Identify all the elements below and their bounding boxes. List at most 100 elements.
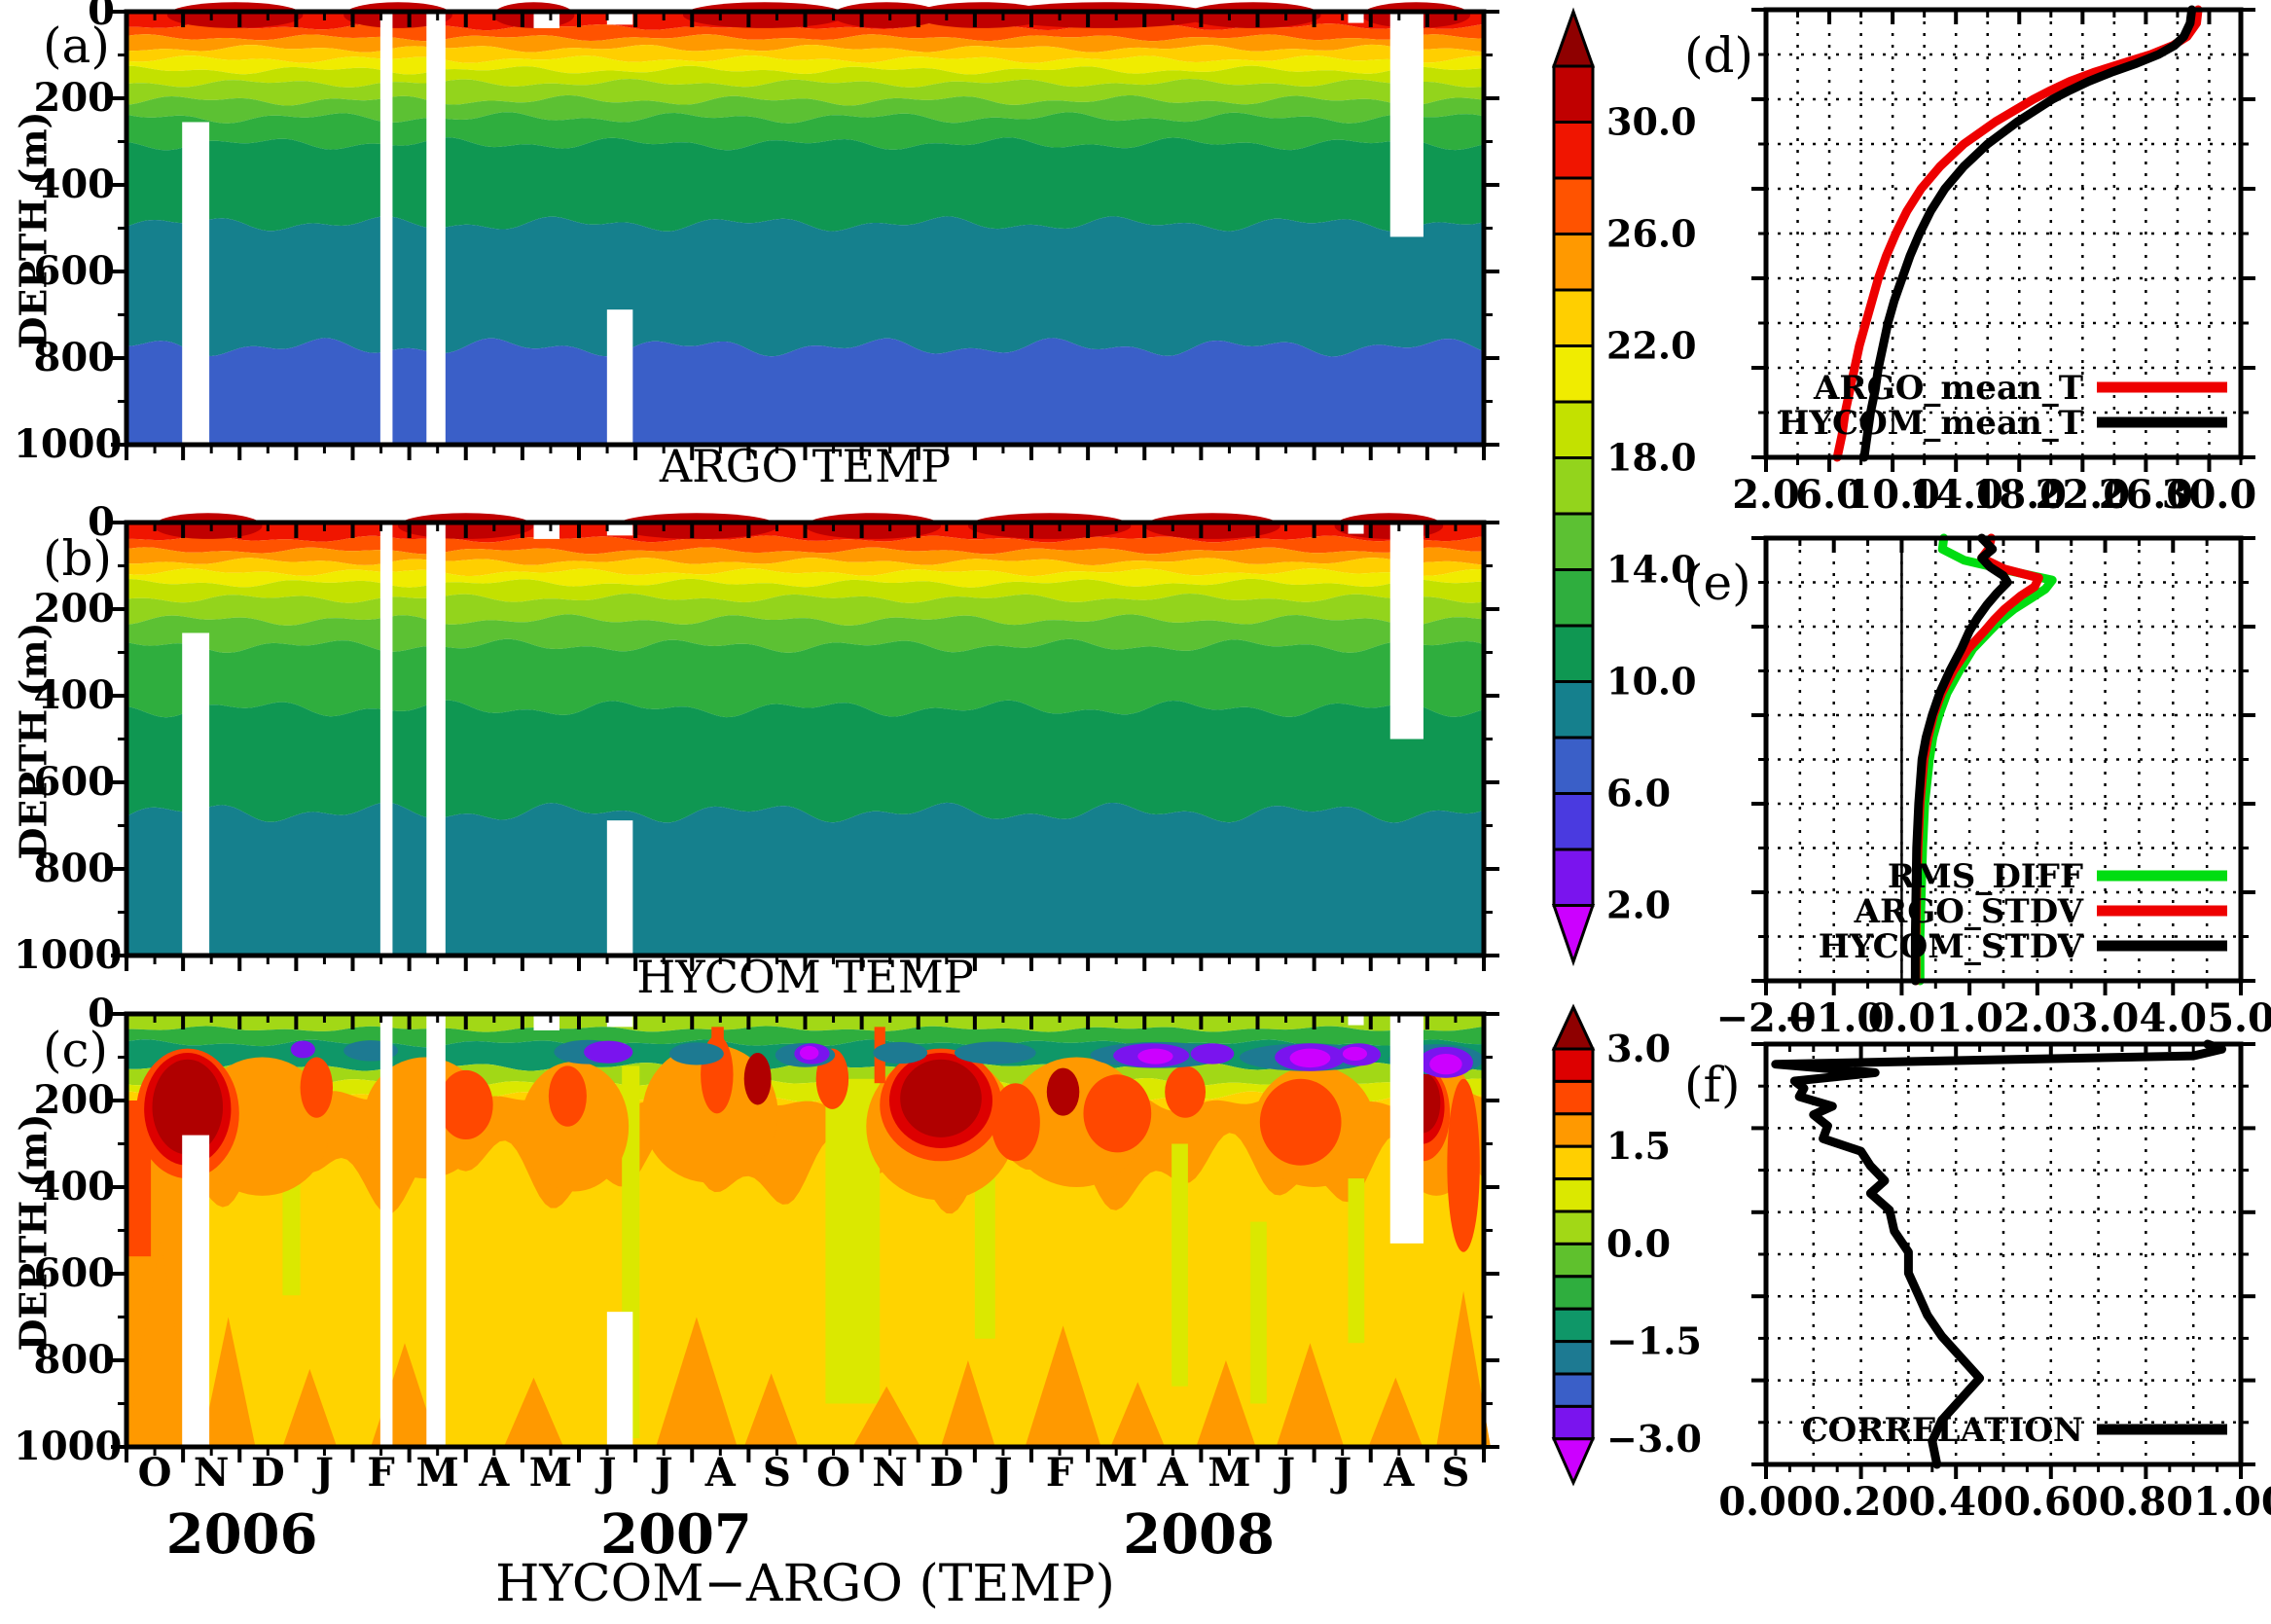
colorbar-difference: 3.0 1.5 0.0 −1.5 −3.0 xyxy=(1551,1003,1702,1487)
x-tick-label: 0.80 xyxy=(2099,1479,2193,1525)
x-tick-label: −2.0 xyxy=(1715,995,1816,1041)
panel-c-letter: (c) xyxy=(43,1022,109,1078)
depth-label-c-800: 800 xyxy=(33,1337,116,1383)
depth-label-a-600: 600 xyxy=(33,248,116,294)
month-label-19: M xyxy=(1208,1450,1251,1496)
contour-c xyxy=(111,1011,1499,1462)
x-tick-label: 0.60 xyxy=(2003,1479,2098,1525)
panel-e-line-plot: −2.0 −1.0 0.0 1.0 2.0 3.0 4.0 5.0 RMS_DIFF ARGO_S… xyxy=(1715,515,2271,1059)
depth-label-c-200: 200 xyxy=(33,1077,116,1123)
temperature-colorbar: 30.0 26.0 22.0 18.0 14.0 10.0 6.0 2.0 xyxy=(1551,7,1739,972)
colorbar-tick-label: 0.0 xyxy=(1606,1221,1671,1265)
panel-a-title: ARGO TEMP xyxy=(659,440,952,492)
colorbar-temperature: 30.0 26.0 22.0 18.0 14.0 10.0 6.0 2.0 xyxy=(1551,7,1697,967)
x-tick-label: 0.00 xyxy=(1718,1479,1813,1525)
colorbar-tick-label: 1.5 xyxy=(1606,1124,1671,1168)
x-tick-label: 1.00 xyxy=(2193,1479,2271,1525)
line-f: 0.000.200.400.600.801.00 CORRELATION xyxy=(1718,1039,2271,1525)
legend-label: HYCOM_STDV xyxy=(1819,927,2084,966)
panel-d-letter: (d) xyxy=(1684,27,1754,84)
difference-colorbar: 3.0 1.5 0.0 −1.5 −3.0 xyxy=(1551,1003,1739,1493)
x-tick-label: 2.0 xyxy=(2003,995,2072,1041)
year-label-2007: 2007 xyxy=(600,1502,752,1567)
panel-f-letter: (f) xyxy=(1684,1057,1741,1113)
month-label-22: A xyxy=(1384,1450,1415,1496)
depth-label-b-0: 0 xyxy=(88,499,115,545)
panel-a-letter: (a) xyxy=(43,18,110,74)
x-tick-label: 10.0 xyxy=(1845,472,1939,518)
month-label-13: N xyxy=(872,1450,908,1496)
depth-axis-label-b: DEPTH (m) xyxy=(11,622,55,860)
month-label-15: J xyxy=(993,1450,1013,1496)
legend-label: ARGO_mean_T xyxy=(1813,369,2083,408)
depth-label-a-800: 800 xyxy=(33,335,116,380)
panel-b-contour-plot xyxy=(103,499,1507,981)
x-tick-label: 0.20 xyxy=(1814,1479,1908,1525)
month-label-0: O xyxy=(137,1450,172,1496)
panel-e-letter: (e) xyxy=(1684,555,1751,611)
contour-b xyxy=(111,513,1499,971)
line-d: 2.06.010.014.018.022.026.030.0 ARGO_mean_… xyxy=(1732,5,2256,518)
depth-label-b-600: 600 xyxy=(33,759,116,805)
year-label-2006: 2006 xyxy=(165,1502,318,1567)
line-e: −2.0−1.00.0 1.0 2.0 3.0 4.0 5.0 RMS_DIFFARGO_S… xyxy=(1715,533,2271,1041)
colorbar-tick-label: 30.0 xyxy=(1606,100,1697,144)
colorbar-tick-label: −1.5 xyxy=(1606,1319,1702,1363)
panel-a-contour-plot xyxy=(103,0,1507,470)
depth-label-a-1000: 1000 xyxy=(14,421,123,467)
colorbar-tick-label: 18.0 xyxy=(1606,436,1697,480)
depth-axis-label-c: DEPTH (m) xyxy=(11,1113,55,1352)
depth-label-b-200: 200 xyxy=(33,586,116,632)
x-tick-label: 6.0 xyxy=(1795,472,1863,518)
legend-label: RMS_DIFF xyxy=(1888,857,2083,896)
month-label-3: J xyxy=(314,1450,334,1496)
month-label-23: S xyxy=(1441,1450,1470,1496)
month-label-5: M xyxy=(415,1450,459,1496)
depth-label-b-800: 800 xyxy=(33,846,116,891)
depth-label-a-400: 400 xyxy=(33,162,116,207)
x-tick-label: 22.0 xyxy=(2036,472,2130,518)
legend-label: ARGO_STDV xyxy=(1854,892,2084,931)
x-tick-label: 18.0 xyxy=(1972,472,2067,518)
legend-label: CORRELATION xyxy=(1802,1411,2083,1450)
colorbar-tick-label: 22.0 xyxy=(1606,324,1697,368)
month-label-12: O xyxy=(816,1450,850,1496)
panel-c-contour-plot xyxy=(103,991,1507,1472)
x-tick-label: 14.0 xyxy=(1908,472,2002,518)
month-label-17: M xyxy=(1095,1450,1138,1496)
x-tick-label: 4.0 xyxy=(2139,995,2207,1041)
panel-b-title: HYCOM TEMP xyxy=(636,951,974,1003)
colorbar-tick-label: −3.0 xyxy=(1606,1417,1702,1461)
depth-label-c-400: 400 xyxy=(33,1164,116,1209)
colorbar-tick-label: 26.0 xyxy=(1606,212,1697,256)
month-label-21: J xyxy=(1333,1450,1352,1496)
colorbar-tick-label: 14.0 xyxy=(1606,548,1697,592)
x-tick-label: 1.0 xyxy=(1935,995,2003,1041)
month-label-8: J xyxy=(597,1450,617,1496)
contour-a xyxy=(111,2,1499,460)
x-tick-label: 0.40 xyxy=(1908,1479,2002,1525)
month-label-10: A xyxy=(704,1450,736,1496)
x-tick-label: 30.0 xyxy=(2162,472,2256,518)
panel-f-line-plot: 0.000.200.400.600.801.00 CORRELATION xyxy=(1718,1021,2271,1542)
legend-label: HYCOM_mean_T xyxy=(1778,404,2083,443)
month-label-7: M xyxy=(528,1450,573,1496)
year-label-2008: 2008 xyxy=(1123,1502,1275,1567)
depth-label-b-400: 400 xyxy=(33,672,116,718)
depth-label-b-1000: 1000 xyxy=(14,932,123,978)
depth-axis-label-a: DEPTH (m) xyxy=(11,111,55,349)
month-label-1: N xyxy=(193,1450,230,1496)
colorbar-tick-label: 2.0 xyxy=(1606,884,1671,927)
x-tick-label: 0.0 xyxy=(1868,995,1936,1041)
month-label-16: F xyxy=(1045,1450,1074,1496)
month-label-14: D xyxy=(929,1450,964,1496)
x-tick-label: 5.0 xyxy=(2207,995,2271,1041)
colorbar-tick-label: 3.0 xyxy=(1606,1027,1671,1070)
month-label-2: D xyxy=(250,1450,285,1496)
depth-label-a-200: 200 xyxy=(33,75,116,121)
colorbar-tick-label: 10.0 xyxy=(1606,660,1697,704)
x-tick-label: −1.0 xyxy=(1784,995,1884,1041)
x-tick-label: 26.0 xyxy=(2099,472,2193,518)
depth-label-c-600: 600 xyxy=(33,1250,116,1296)
